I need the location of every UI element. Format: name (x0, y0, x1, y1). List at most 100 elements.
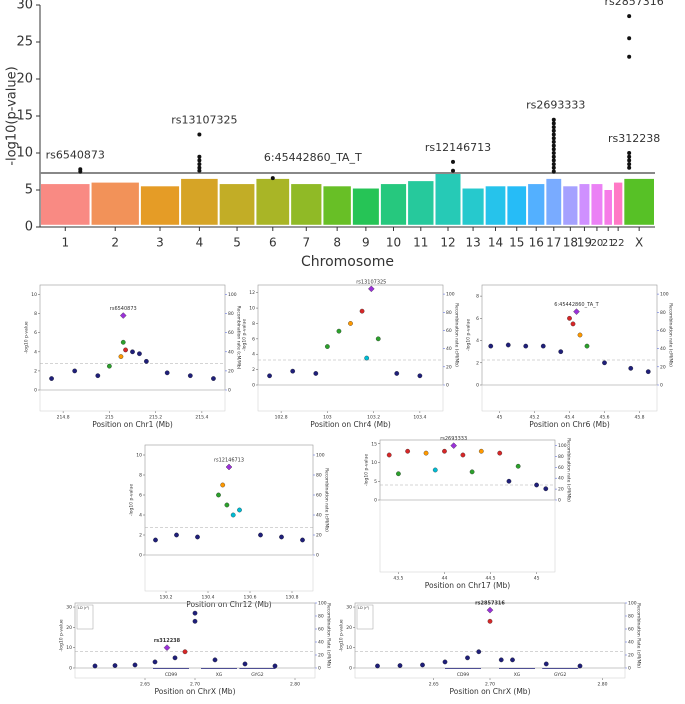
x-tick-label: 2.80 (290, 682, 300, 688)
chromosome-band (591, 184, 603, 225)
y2-axis-label: Recombination rate (cM/Mb) (566, 438, 572, 502)
y-tick-label: 5 (25, 183, 33, 198)
snp-point (92, 663, 98, 669)
chromosome-band (219, 184, 255, 225)
y-tick-label: 12 (249, 290, 255, 296)
hit-point (78, 167, 83, 172)
y-tick-label: 20 (346, 625, 352, 631)
hit-point (551, 158, 556, 163)
x-tick-label: 45.6 (599, 415, 609, 421)
y-tick-label: 15 (371, 441, 377, 447)
chromosome-band (624, 178, 654, 225)
y-tick-label: 30 (346, 605, 352, 611)
snp-point (137, 351, 142, 357)
y-tick-label: 8 (34, 311, 37, 317)
hit-point (197, 165, 202, 170)
hit-point (551, 128, 556, 133)
snp-point (405, 448, 410, 454)
chromosome-band (579, 184, 590, 225)
snp-point (242, 661, 248, 667)
snp-point (152, 659, 158, 665)
y-tick-label: 0 (374, 498, 377, 504)
y2-tick-label: 0 (318, 666, 321, 672)
y2-tick-label: 60 (318, 627, 324, 633)
y2-tick-label: 20 (446, 364, 452, 370)
snp-point (645, 369, 651, 375)
snp-point (279, 534, 284, 540)
plot-frame (39, 284, 226, 391)
lead-snp (368, 285, 375, 293)
y-tick-label: 30 (66, 605, 72, 611)
y2-tick-label: 80 (628, 614, 634, 620)
y-axis-label: -log10 p-value (129, 484, 135, 517)
y2-tick-label: 40 (318, 640, 324, 646)
y2-axis-label: Recombination rate (cM/Mb) (324, 468, 330, 532)
snp-point (487, 618, 493, 624)
lead-snp (163, 644, 171, 651)
snp-point (584, 343, 590, 349)
y-tick-label: 6 (34, 330, 37, 336)
x-tick-label: 14 (488, 236, 503, 250)
x-tick-label: 102.8 (275, 415, 288, 421)
lead-snp-label: 6:45442860_TA_T (554, 302, 599, 308)
hit-point (197, 132, 202, 137)
y-tick-label: 2 (139, 533, 142, 539)
y2-tick-label: 80 (228, 311, 234, 317)
x-axis-label: Chromosome (301, 254, 394, 270)
x-tick-label: 12 (440, 236, 455, 250)
hit-point (627, 162, 632, 167)
chromosome-band (462, 188, 484, 225)
x-tick-label: 7 (302, 236, 310, 250)
snp-point (258, 532, 263, 538)
snp-point (602, 360, 607, 366)
x-tick-label: 8 (333, 236, 341, 250)
snp-point (628, 365, 634, 371)
y2-tick-label: 40 (628, 640, 634, 646)
y2-tick-label: 60 (628, 627, 634, 633)
hit-point (551, 147, 556, 152)
snp-point (272, 663, 278, 669)
y2-tick-label: 20 (318, 653, 324, 659)
x-tick-label: 2.65 (140, 682, 150, 688)
hit-point (627, 36, 632, 41)
hit-point (627, 158, 632, 163)
x-tick-label: 16 (529, 236, 544, 250)
y2-tick-label: 0 (660, 383, 663, 389)
snp-point (107, 363, 112, 369)
lead-snp-label: rs13107325 (356, 279, 386, 285)
gene-label: GYG2 (251, 672, 263, 678)
hit-label: rs2857316 (605, 0, 664, 8)
x-tick-label: 20 (591, 238, 604, 249)
y-tick-label: 10 (371, 460, 377, 466)
y-tick-label: 0 (25, 220, 33, 235)
y-tick-label: 0 (139, 553, 142, 559)
lead-snp-label: rs2857316 (475, 601, 505, 607)
y-tick-label: 10 (16, 146, 33, 161)
x-tick-label: 215.4 (195, 415, 208, 421)
y-tick-label: 2 (476, 360, 479, 366)
snp-point (49, 376, 54, 381)
chromosome-band (604, 190, 612, 225)
y-tick-label: 4 (139, 513, 142, 519)
snp-point (397, 663, 403, 668)
gene-track (74, 667, 316, 679)
snp-point (313, 371, 319, 376)
hit-point (627, 165, 632, 170)
plot-frame (257, 284, 444, 386)
snp-point (506, 478, 512, 484)
x-tick-label: 19 (577, 236, 592, 250)
snp-point (460, 452, 466, 458)
y-tick-label: 2 (252, 367, 255, 373)
lead-snp (450, 442, 457, 449)
y-tick-label: 0 (34, 388, 37, 394)
hit-point (551, 121, 556, 126)
snp-point (237, 507, 242, 513)
y2-axis-label: Recombination Rate (cM/Mb) (326, 603, 332, 668)
y-tick-label: 8 (252, 321, 255, 327)
gene-label: XG (514, 672, 521, 678)
y-tick-label: 0 (69, 666, 72, 672)
y2-tick-label: 20 (316, 533, 322, 539)
snp-point (130, 349, 135, 355)
snp-point (300, 537, 305, 543)
x-tick-label: 45 (534, 576, 540, 582)
